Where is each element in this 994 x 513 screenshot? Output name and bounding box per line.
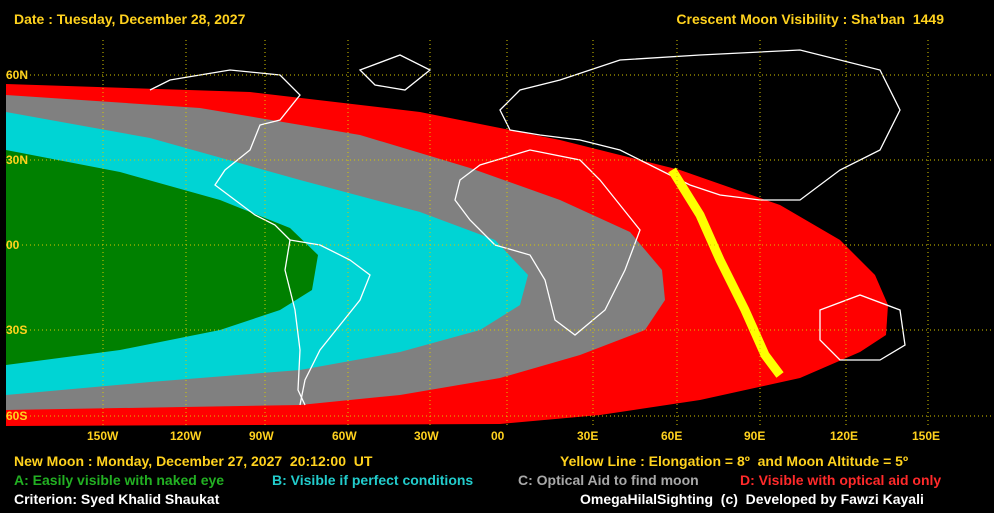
legend-d: D: Visible with optical aid only xyxy=(740,472,942,488)
coastlines xyxy=(149,49,906,406)
criterion: Criterion: Syed Khalid Shaukat xyxy=(14,491,220,507)
legend-a: A: Easily visible with naked eye xyxy=(14,472,225,488)
lon-label: 30W xyxy=(414,429,439,443)
lat-label: 00 xyxy=(6,238,20,252)
lon-label: 90E xyxy=(744,429,766,443)
legend-b: B: Visible if perfect conditions xyxy=(272,472,474,488)
zone-a xyxy=(6,150,318,365)
new-moon: New Moon : Monday, December 27, 2027 20:… xyxy=(14,453,373,469)
grid xyxy=(6,40,994,428)
yellow-line xyxy=(668,167,784,378)
lon-label: 120E xyxy=(830,429,859,443)
lon-label: 60E xyxy=(661,429,683,443)
title: Crescent Moon Visibility : Sha'ban 1449 xyxy=(676,11,944,27)
lon-label: 00 xyxy=(491,429,505,443)
lat-label: 30N xyxy=(6,153,29,167)
lon-label: 120W xyxy=(170,429,202,443)
yellow-line-note: Yellow Line : Elongation = 8º and Moon A… xyxy=(560,453,909,469)
lon-label: 150E xyxy=(912,429,941,443)
lat-label: 30S xyxy=(6,323,28,337)
date: Date : Tuesday, December 28, 2027 xyxy=(14,11,246,27)
lon-label: 150W xyxy=(87,429,119,443)
lat-label: 60N xyxy=(6,68,29,82)
lat-label: 60S xyxy=(6,409,28,423)
credits: OmegaHilalSighting (c) Developed by Fawz… xyxy=(580,491,924,507)
lon-label: 30E xyxy=(577,429,599,443)
lon-label: 60W xyxy=(332,429,357,443)
lon-label: 90W xyxy=(249,429,274,443)
legend-c: C: Optical Aid to find moon xyxy=(518,472,699,488)
